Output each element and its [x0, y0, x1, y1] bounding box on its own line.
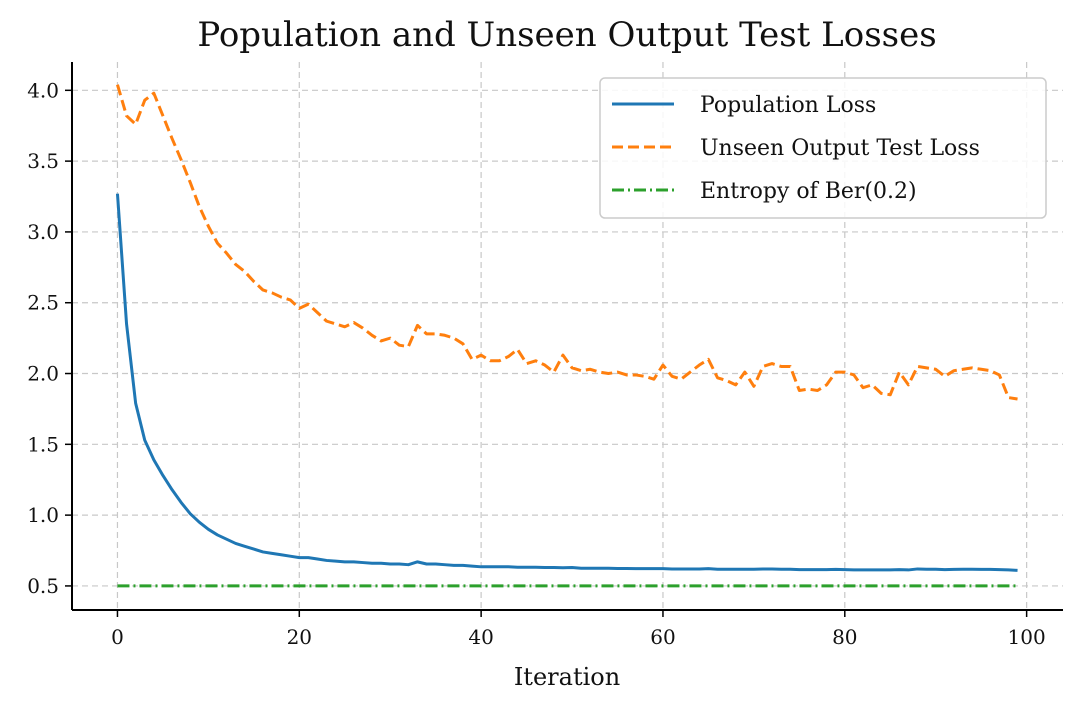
x-axis-label: Iteration [514, 663, 620, 691]
y-tick-label: 3.5 [27, 149, 59, 173]
legend-box [599, 77, 1047, 219]
legend-label-unseen-output-test-loss: Unseen Output Test Loss [700, 136, 980, 161]
series-line-population-loss [115, 193, 1018, 572]
x-tick-label: 80 [832, 625, 857, 649]
y-tick-label: 1.0 [27, 503, 59, 527]
series-line-unseen-output-test-loss [116, 84, 1018, 401]
series-layer [115, 84, 1018, 588]
y-tick-label: 4.0 [27, 78, 59, 102]
x-ticks: 0 20 40 60 80 100 [111, 610, 1046, 649]
y-ticks: 0.5 1.0 1.5 2.0 2.5 3.0 3.5 4.0 [27, 78, 72, 598]
legend: Population Loss Unseen Output Test Loss En… [599, 77, 1047, 219]
x-tick-label: 100 [1008, 625, 1046, 649]
y-tick-label: 2.5 [27, 291, 59, 315]
x-tick-label: 20 [287, 625, 312, 649]
chart-title: Population and Unseen Output Test Losses [197, 15, 936, 55]
legend-label-population-loss: Population Loss [700, 93, 876, 118]
y-tick-label: 0.5 [27, 574, 59, 598]
y-tick-label: 2.0 [27, 362, 59, 386]
x-tick-label: 0 [111, 625, 124, 649]
axes [71, 62, 1063, 611]
x-tick-label: 60 [650, 625, 675, 649]
x-tick-label: 40 [468, 625, 493, 649]
y-tick-label: 1.5 [27, 432, 59, 456]
y-tick-label: 3.0 [27, 220, 59, 244]
legend-label-entropy-of-ber-0-2: Entropy of Ber(0.2) [700, 179, 917, 204]
